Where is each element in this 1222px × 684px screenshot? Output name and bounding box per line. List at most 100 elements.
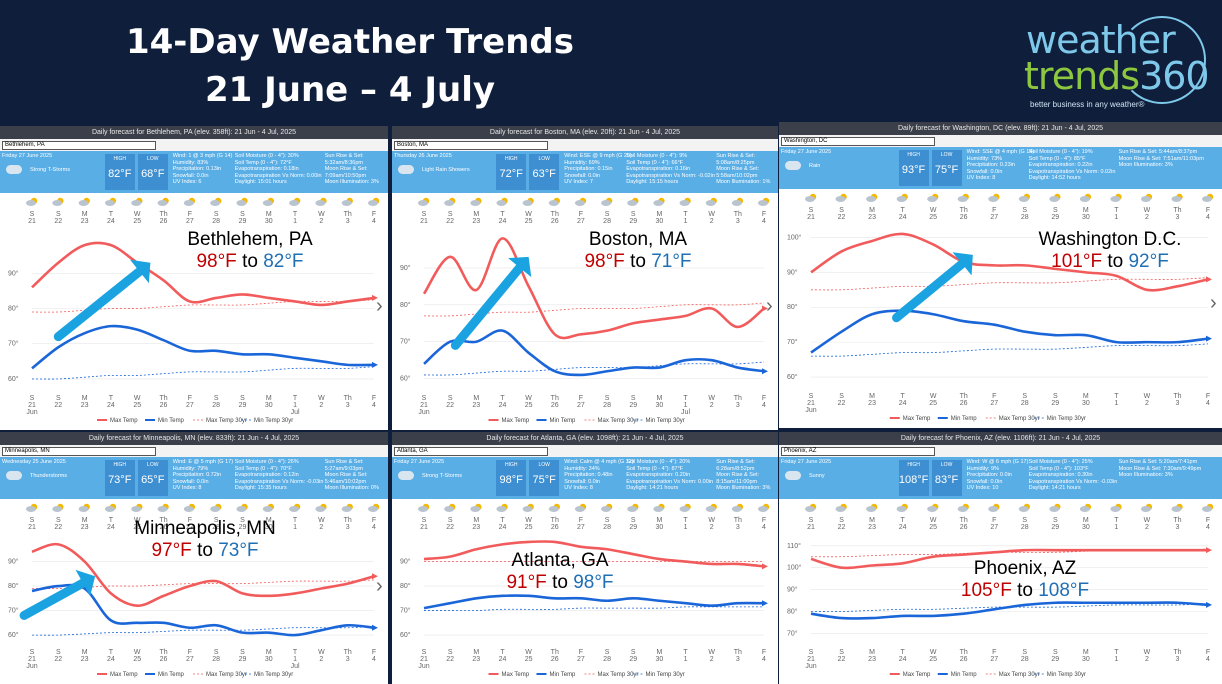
legend-entry[interactable]: Min Temp	[158, 672, 185, 678]
weathertrends360-logo: weather trends360 better business in any…	[1020, 16, 1210, 113]
x-tick-label: 27	[990, 400, 998, 407]
legend-entry[interactable]: Max Temp	[502, 418, 530, 424]
x-tick-letter: W	[930, 393, 937, 400]
day-number-top: 1	[293, 218, 297, 225]
series-end-arrow	[372, 294, 378, 301]
day-weather-icon	[627, 197, 639, 206]
series-line-min-temp-30yr	[810, 343, 1209, 357]
city-label-bethlehem-pa: Bethlehem, PA 98°F to 82°F	[160, 229, 340, 273]
location-search-input[interactable]: Washington, DC	[781, 137, 935, 146]
legend-entry[interactable]: Max Temp	[903, 672, 931, 678]
next-chevron-icon[interactable]: ›	[376, 294, 383, 317]
details-col-3: Sun Rise & Set: 6:28am/8:52pm Moon Rise &…	[716, 459, 778, 492]
day-letter-top: F	[579, 517, 583, 524]
legend-entry[interactable]: Min Temp	[951, 416, 978, 422]
legend-entry[interactable]: Min Temp	[550, 672, 577, 678]
x-tick-letter: S	[56, 649, 61, 656]
legend-entry[interactable]: Min Temp	[158, 418, 185, 424]
legend-entry[interactable]: Max Temp 30yr	[598, 672, 639, 678]
high-label: HIGH	[907, 462, 920, 468]
next-chevron-icon[interactable]: ›	[766, 294, 773, 317]
legend-entry[interactable]: Max Temp 30yr	[206, 418, 247, 424]
x-tick-letter: T	[900, 393, 905, 400]
legend-entry[interactable]: Max Temp 30yr	[206, 672, 247, 678]
condition-text: Light Rain Showers	[422, 167, 470, 173]
weather-condition-icon	[398, 165, 414, 174]
legend-entry[interactable]: Min Temp 30yr	[646, 418, 685, 424]
series-end-arrow	[762, 600, 768, 607]
legend-entry[interactable]: Min Temp 30yr	[1047, 416, 1086, 422]
y-tick-label: 70°	[400, 607, 411, 615]
legend-entry[interactable]: Max Temp	[110, 418, 138, 424]
x-tick-label: 25	[929, 400, 937, 407]
x-tick-letter: F	[372, 395, 376, 402]
legend-entry[interactable]: Min Temp 30yr	[254, 418, 293, 424]
y-tick-label: 110°	[787, 542, 801, 550]
day-letter-top: F	[579, 211, 583, 218]
day-letter-top: Th	[960, 517, 968, 524]
detail-line: Soil Temp (0 - 4"): 85°F	[1028, 155, 1086, 162]
x-tick-letter: T	[500, 649, 505, 656]
temperature-chart: S21S22M23T24W25Th26F27S28S29M30T1W2Th3F4…	[400, 197, 770, 424]
x-tick-letter: S	[214, 649, 219, 656]
location-search-input[interactable]: Atlanta, GA	[394, 447, 548, 456]
day-number-top: 23	[868, 214, 876, 221]
legend-entry[interactable]: Max Temp	[110, 672, 138, 678]
legend-entry[interactable]: Max Temp 30yr	[598, 418, 639, 424]
x-tick-letter: S	[631, 649, 636, 656]
next-chevron-icon[interactable]: ›	[376, 574, 383, 597]
x-tick-letter: Th	[344, 649, 352, 656]
day-weather-icon	[315, 197, 327, 206]
x-tick-label: 2	[319, 656, 323, 663]
day-weather-icon	[866, 193, 878, 202]
month-label: Jun	[26, 663, 37, 670]
day-letter-top: S	[605, 517, 610, 524]
detail-line: Evapotranspiration Vs Norm: 0.00in	[234, 172, 322, 179]
day-letter-top: W	[1144, 517, 1151, 524]
x-tick-label: 3	[346, 402, 350, 409]
detail-line: Evapotranspiration: 0.12in	[234, 472, 299, 478]
location-search-input[interactable]: Bethlehem, PA	[2, 141, 156, 150]
day-weather-icon	[601, 503, 613, 512]
legend-entry[interactable]: Max Temp 30yr	[999, 416, 1040, 422]
day-number-top: 28	[603, 218, 611, 225]
x-tick-label: 24	[107, 656, 115, 663]
x-tick-letter: W	[708, 649, 715, 656]
legend-entry[interactable]: Min Temp 30yr	[646, 672, 685, 678]
legend-entry[interactable]: Min Temp 30yr	[254, 672, 293, 678]
trend-arrow	[19, 569, 96, 620]
series-line-min-temp-30yr	[423, 606, 764, 612]
next-chevron-icon[interactable]: ›	[1210, 291, 1217, 314]
day-letter-top: T	[1114, 207, 1119, 214]
low-temp-value: 83°F	[934, 474, 959, 486]
location-search-input[interactable]: Boston, MA	[394, 141, 548, 150]
forecast-date: Wednesday 25 June 2025	[2, 459, 66, 465]
detail-line: Humidity: 73%	[966, 155, 1003, 162]
legend-entry[interactable]: Min Temp 30yr	[1047, 672, 1086, 678]
day-weather-icon	[78, 197, 90, 206]
x-tick-label: 4	[372, 656, 376, 663]
series-end-arrow	[1206, 276, 1212, 283]
location-search-input[interactable]: Phoenix, AZ	[781, 447, 935, 456]
x-tick-label: 1	[684, 402, 688, 409]
legend-entry[interactable]: Min Temp	[951, 672, 978, 678]
legend-entry[interactable]: Max Temp	[903, 416, 931, 422]
series-line-max-temp	[810, 232, 1209, 292]
details-col-1: Wind: W @ 6 mph (G 17) Humidity: 9% Precip…	[967, 459, 1029, 492]
range-high: 98°F	[196, 251, 237, 272]
series-line-max-temp	[423, 540, 765, 568]
day-letter-top: W	[708, 517, 715, 524]
legend-entry[interactable]: Max Temp 30yr	[999, 672, 1040, 678]
y-tick-label: 70°	[787, 338, 798, 346]
legend-entry[interactable]: Min Temp	[550, 418, 577, 424]
x-tick-label: 24	[899, 400, 907, 407]
search-bar: Washington, DC	[779, 135, 1222, 147]
x-tick-letter: W	[1144, 393, 1151, 400]
day-weather-icon	[418, 503, 430, 512]
location-search-input[interactable]: Minneapolis, MN	[2, 447, 156, 456]
day-weather-icon	[679, 197, 691, 206]
range-to: to	[236, 251, 264, 272]
x-tick-label: 29	[1051, 656, 1059, 663]
legend-entry[interactable]: Max Temp	[502, 672, 530, 678]
x-tick-label: 27	[577, 656, 585, 663]
